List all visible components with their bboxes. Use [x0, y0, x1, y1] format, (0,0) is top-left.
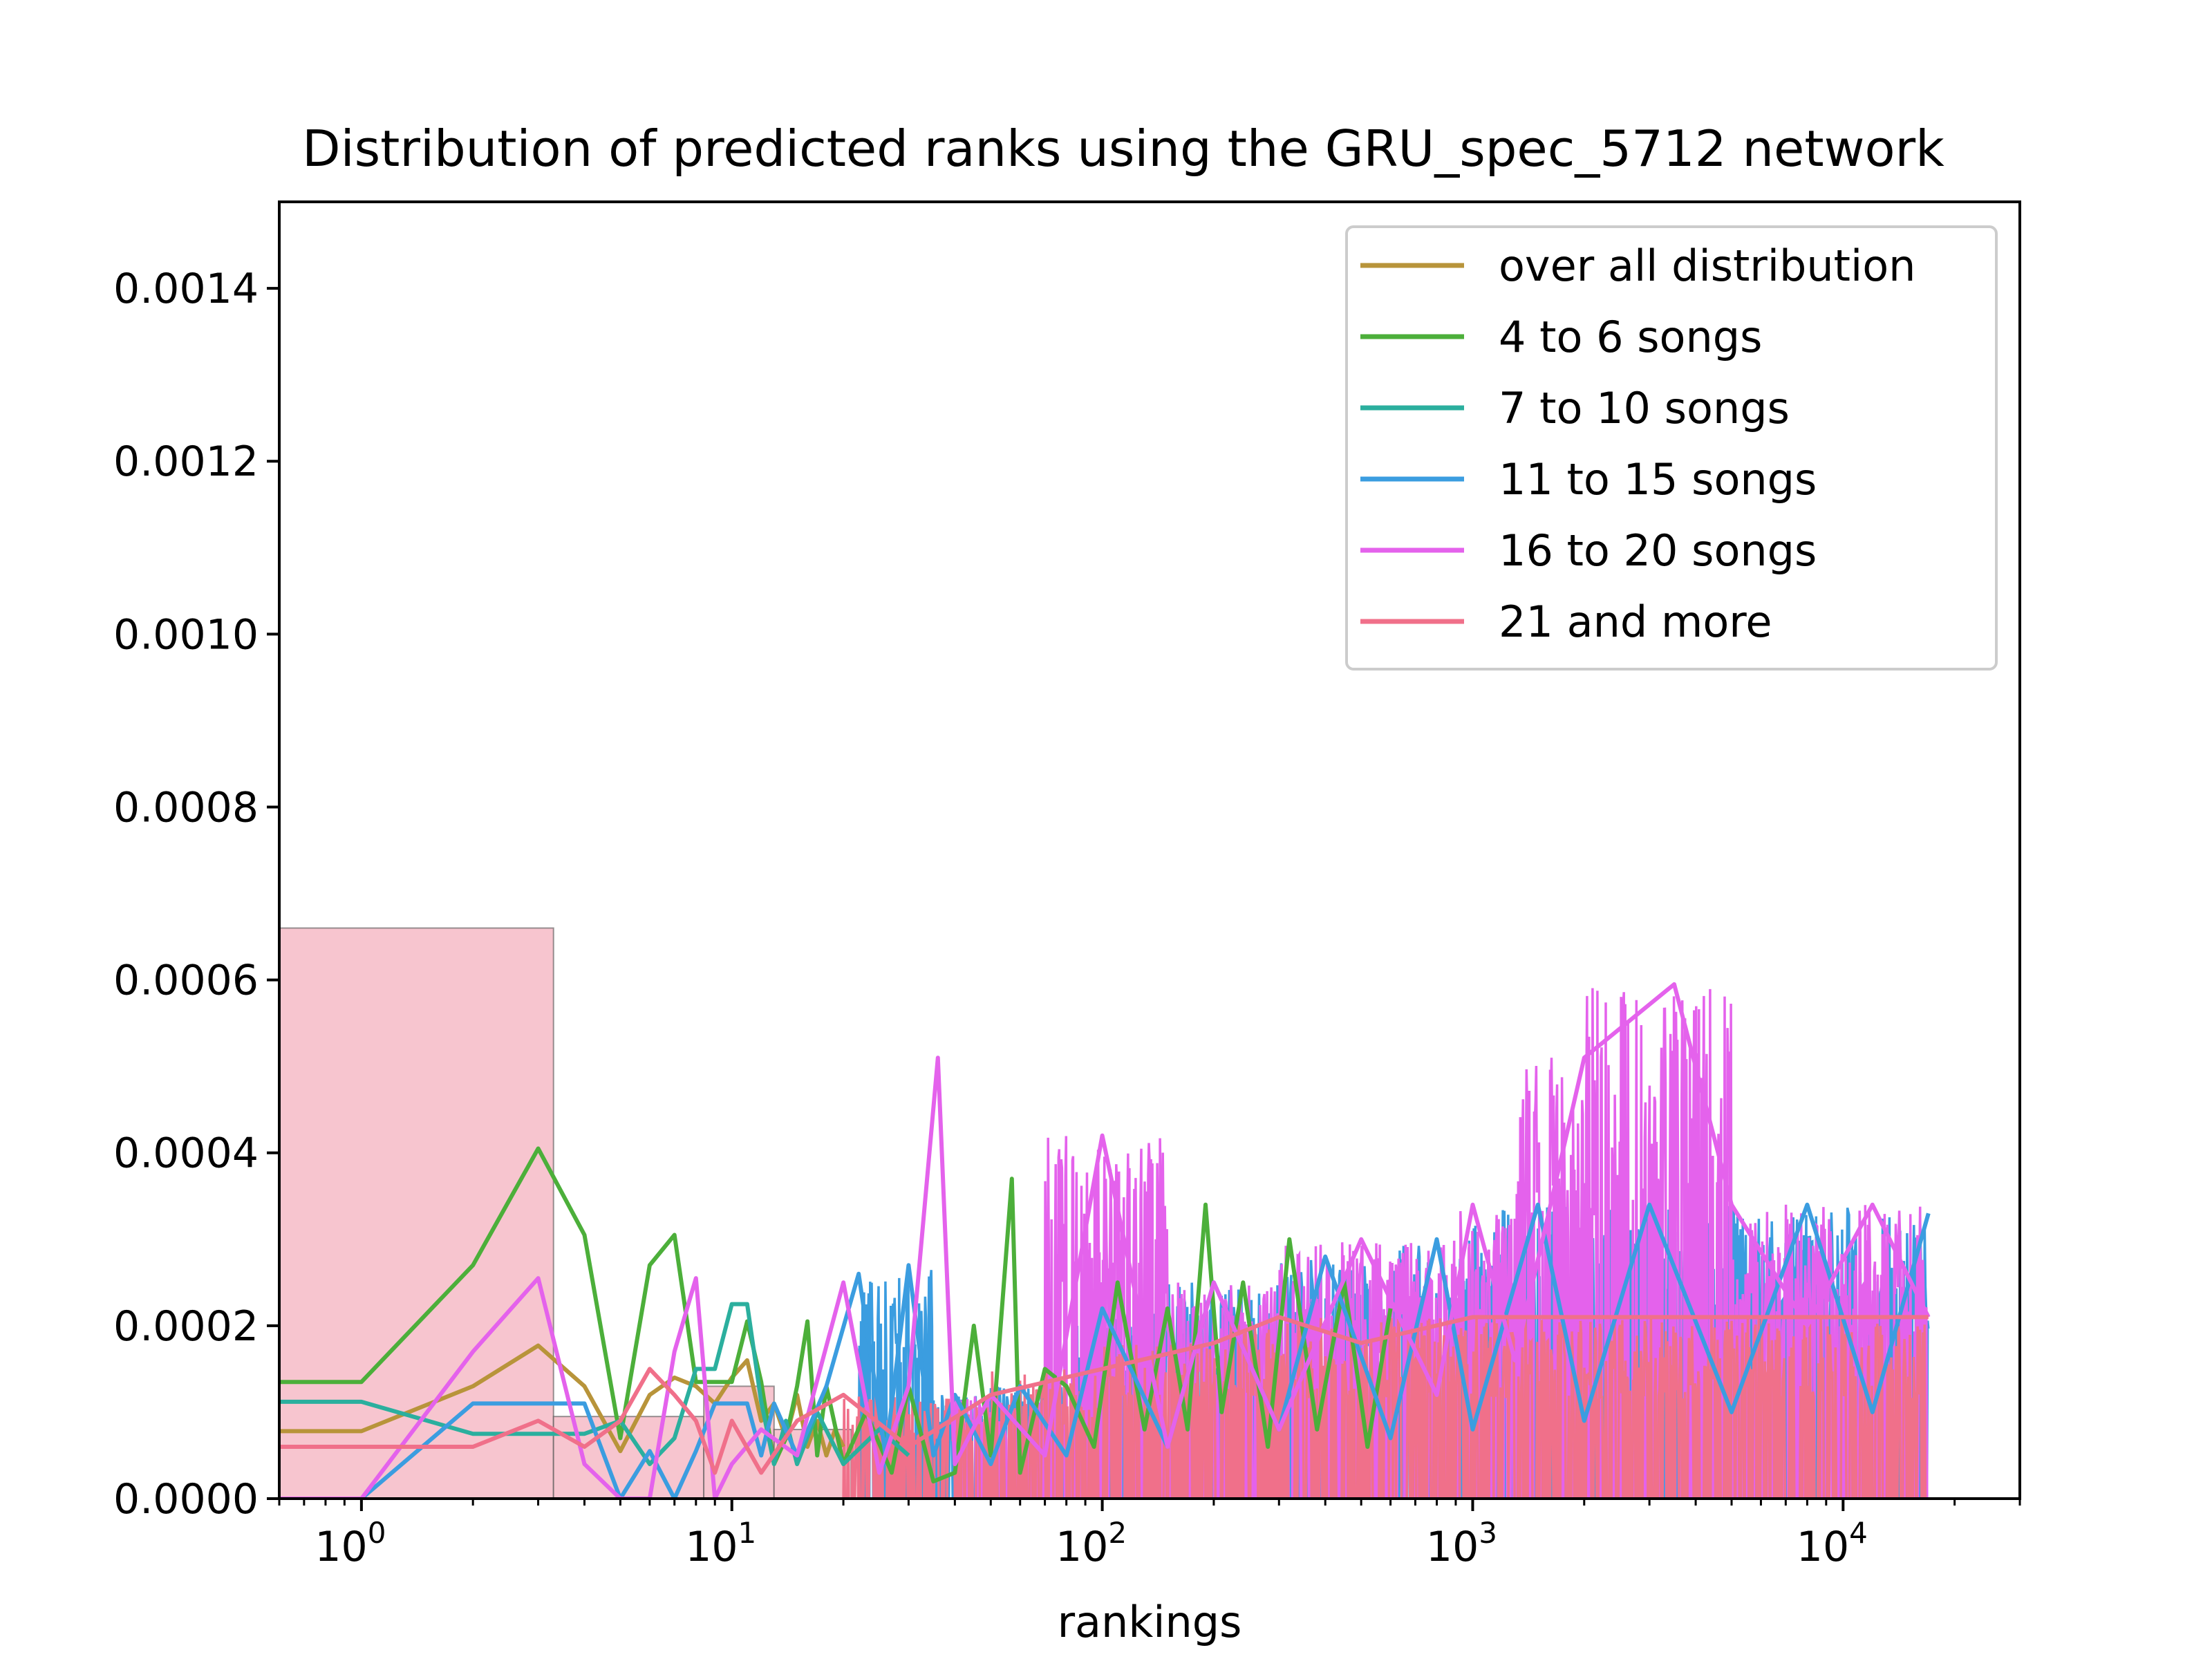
legend-label: 11 to 15 songs	[1499, 454, 1817, 505]
x-tick-label: 102	[1056, 1516, 1127, 1571]
y-tick-label: 0.0014	[113, 265, 259, 313]
y-axis: 0.0000 0.0002 0.0004 0.0006 0.0008 0.0010 0.00…	[113, 265, 279, 1524]
y-tick-label: 0.0008	[113, 783, 259, 832]
histogram-bar	[279, 927, 554, 1499]
x-tick-label: 103	[1426, 1516, 1497, 1571]
y-tick-label: 0.0004	[113, 1130, 259, 1178]
y-tick-label: 0.0000	[113, 1475, 259, 1524]
x-tick-label: 101	[685, 1516, 756, 1571]
y-tick-label: 0.0012	[113, 438, 259, 486]
legend: over all distribution 4 to 6 songs 7 to 10…	[1345, 225, 1998, 671]
legend-label: over all distribution	[1499, 241, 1915, 291]
chart-title: Distribution of predicted ranks using th…	[302, 120, 1944, 178]
y-tick-label: 0.0006	[113, 957, 259, 1005]
x-tick-label: 100	[315, 1516, 386, 1571]
x-axis-label: rankings	[1058, 1597, 1242, 1647]
legend-label: 7 to 10 songs	[1499, 383, 1790, 433]
series-line-5	[279, 1315, 1929, 1475]
legend-label: 21 and more	[1499, 597, 1772, 647]
series-line-4	[279, 982, 1931, 1499]
x-axis: 100 101 102 103 104	[278, 1499, 2021, 1571]
legend-label: 4 to 6 songs	[1499, 312, 1762, 362]
series-lines	[279, 982, 1931, 1499]
series-line-3	[279, 1202, 1931, 1499]
x-tick-label: 104	[1797, 1516, 1868, 1571]
y-tick-label: 0.0010	[113, 610, 259, 659]
legend-frame	[1345, 225, 1998, 671]
y-tick-label: 0.0002	[113, 1302, 259, 1351]
plot-frame	[278, 200, 2021, 1500]
legend-label: 16 to 20 songs	[1499, 525, 1817, 576]
